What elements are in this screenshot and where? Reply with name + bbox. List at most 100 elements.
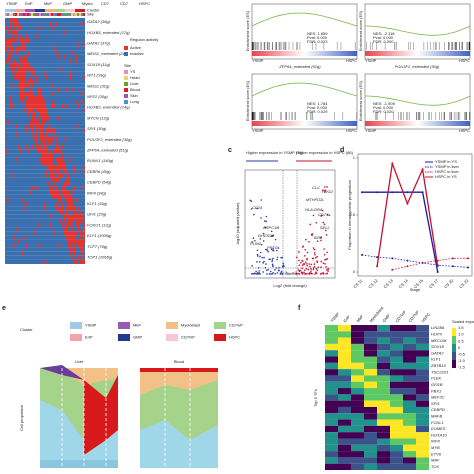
heat-cell: [41, 165, 43, 170]
heat-cell: [51, 112, 53, 117]
heat-cell: [65, 198, 67, 203]
heat-cell: [41, 227, 43, 232]
heat-cell: [9, 141, 11, 146]
gsea-right: HSPC: [459, 128, 470, 133]
heat-cell: [63, 227, 65, 232]
heat-cell: [59, 67, 61, 72]
heat-cell: [23, 75, 25, 80]
heat-cell: [39, 223, 41, 228]
heat-cell: [77, 75, 79, 80]
heat-cell: [29, 173, 31, 178]
heat-cell: [83, 251, 85, 256]
site-bar: [21, 13, 23, 16]
heat-cell: [19, 116, 21, 121]
cluster-text: GMP: [133, 335, 142, 340]
heat-cell: [390, 331, 403, 338]
heat-cell: [9, 194, 11, 199]
heat-cell: [77, 67, 79, 72]
heat-cell: [81, 177, 83, 182]
heat-cell: [325, 350, 338, 357]
gene-label: SOX18: [431, 344, 445, 349]
heat-cell: [29, 153, 31, 158]
heat-cell: [51, 145, 53, 150]
heat-cell: [43, 120, 45, 125]
heat-cell: [29, 235, 31, 240]
heat-cell: [11, 169, 13, 174]
heat-cell: [364, 343, 377, 351]
heat-cell: [61, 108, 63, 113]
heat-cell: [13, 149, 15, 154]
heat-cell: [35, 259, 37, 264]
heat-cell: [31, 145, 33, 150]
site-bar: [11, 13, 13, 16]
heat-cell: [17, 18, 19, 23]
volcano-dot: [315, 271, 317, 273]
heat-cell: [7, 218, 9, 223]
heat-cell: [83, 54, 85, 59]
heat-cell: [51, 63, 53, 68]
heat-cell: [53, 198, 55, 203]
heat-cell: [73, 141, 75, 146]
area-blood: [140, 368, 218, 468]
heat-cell: [79, 18, 81, 23]
heat-cell: [17, 59, 19, 64]
heat-cell: [37, 112, 39, 117]
heat-cell: [27, 124, 29, 129]
scale-tick: -1.0: [458, 358, 466, 363]
heat-cell: [15, 161, 17, 166]
heat-cell: [79, 243, 81, 248]
heat-cell: [69, 79, 71, 84]
volcano-dot: [295, 256, 298, 259]
heat-cell: [55, 149, 57, 154]
heat-cell: [81, 247, 83, 252]
heat-cell: [23, 42, 25, 47]
volcano-dot: [316, 255, 318, 258]
volcano-dot: [258, 270, 260, 272]
volcano-dot: [314, 273, 316, 275]
heat-cell: [45, 206, 47, 211]
heat-cell: [83, 18, 85, 23]
heat-cell: [35, 182, 37, 187]
volcano-dot: [309, 223, 312, 226]
heat-cell: [75, 124, 77, 129]
heat-cell: [19, 59, 21, 64]
heat-cell: [79, 108, 81, 113]
heat-cell: [11, 95, 13, 100]
heat-cell: [19, 100, 21, 105]
heat-cell: [364, 331, 377, 338]
heat-cell: [67, 54, 69, 59]
heat-cell: [33, 112, 35, 117]
volcano-dot: [249, 199, 252, 202]
heat-cell: [57, 79, 59, 84]
heat-cell: [39, 75, 41, 80]
heat-cell: [75, 128, 77, 133]
volcano-dot: [269, 258, 272, 261]
heat-cell: [39, 149, 41, 154]
heat-cell: [390, 325, 403, 332]
heat-cell: [39, 243, 41, 248]
heat-cell: [73, 239, 75, 244]
heat-cell: [39, 50, 41, 55]
cluster-bar: [33, 9, 35, 12]
heat-cell: [83, 243, 85, 248]
heat-cell: [13, 243, 15, 248]
heat-cell: [11, 71, 13, 76]
volcano-dot: [272, 264, 274, 267]
heat-cell: [73, 169, 75, 174]
heat-cell: [73, 116, 75, 121]
heat-cell: [27, 218, 29, 223]
heat-cell: [35, 251, 37, 256]
heat-cell: [81, 95, 83, 100]
heat-cell: [5, 223, 7, 228]
heat-cell: [351, 362, 364, 370]
heat-cell: [15, 173, 17, 178]
heat-cell: [51, 194, 53, 199]
volcano-dot: [315, 267, 318, 270]
heat-cell: [61, 112, 63, 117]
cluster-bar: [9, 9, 11, 12]
heat-cell: [390, 432, 403, 439]
heat-cell: [41, 59, 43, 64]
heat-cell: [63, 198, 65, 203]
site-swatch: [124, 94, 128, 98]
heat-cell: [17, 75, 19, 80]
